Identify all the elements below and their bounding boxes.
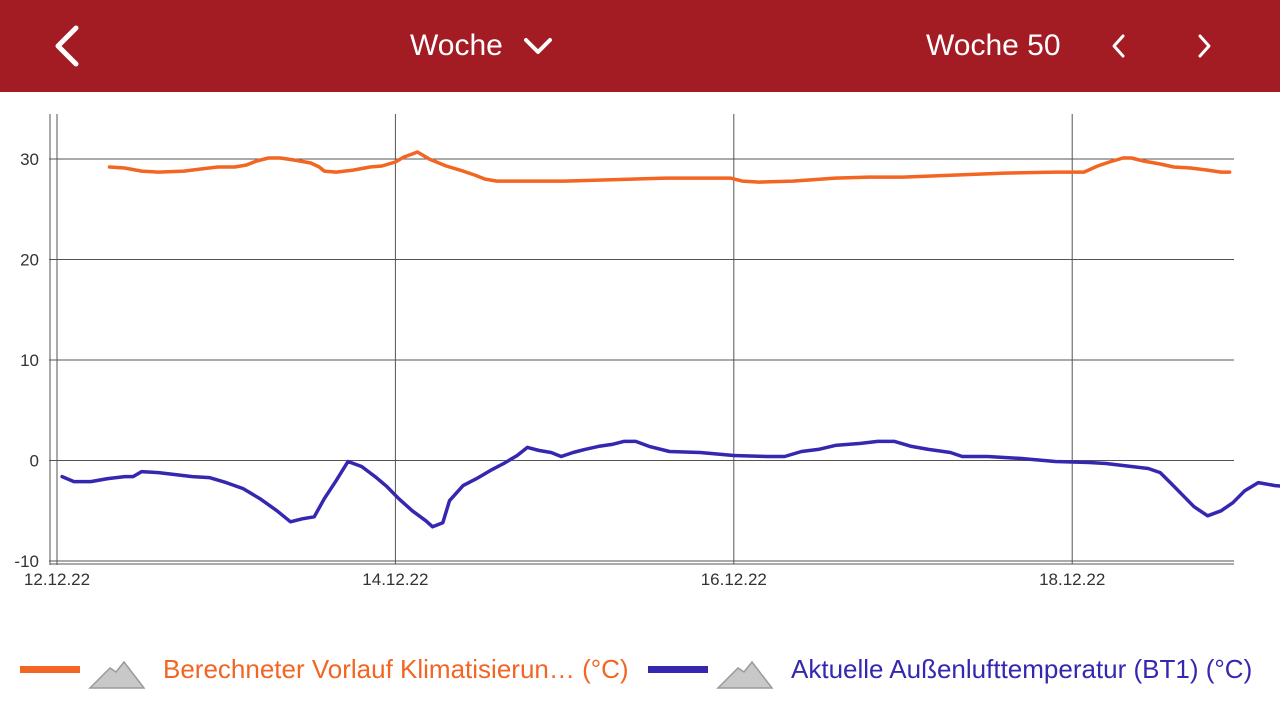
- legend-label-flow[interactable]: Berechneter Vorlauf Klimatisierun… (°C): [163, 654, 629, 684]
- legend-label-outdoor[interactable]: Aktuelle Außenlufttemperatur (BT1) (°C): [791, 654, 1253, 684]
- y-tick-label: -10: [14, 552, 39, 571]
- series-line-outdoor: [60, 439, 1280, 529]
- x-tick-label: 18.12.22: [1039, 570, 1105, 589]
- chart-legend: Berechneter Vorlauf Klimatisierun… (°C) …: [0, 640, 1280, 700]
- series-line-flow: [107, 150, 1232, 184]
- week-label: Woche 50: [926, 29, 1061, 62]
- mountain-icon[interactable]: [716, 648, 774, 690]
- top-bar: Woche Woche 50: [0, 0, 1280, 92]
- y-axis-ticks: -10 0 10 20 30: [14, 150, 39, 571]
- chevron-down-icon: [523, 38, 552, 54]
- mountain-icon[interactable]: [88, 648, 146, 690]
- x-tick-label: 14.12.22: [362, 570, 428, 589]
- next-week-button[interactable]: [1180, 22, 1228, 70]
- chart-grid: [49, 114, 1234, 565]
- y-tick-label: 0: [30, 452, 39, 471]
- x-axis-ticks: 12.12.22 14.12.22 16.12.22 18.12.22: [24, 570, 1105, 589]
- view-mode-dropdown[interactable]: Woche: [410, 22, 553, 70]
- y-tick-label: 10: [20, 351, 39, 370]
- chevron-right-icon: [1198, 34, 1211, 58]
- legend-swatch-flow: [20, 666, 80, 673]
- x-tick-label: 12.12.22: [24, 570, 90, 589]
- view-mode-label: Woche: [410, 29, 503, 62]
- chevron-left-icon: [55, 25, 79, 67]
- previous-week-button[interactable]: [1095, 22, 1143, 70]
- chevron-left-icon: [1112, 34, 1125, 58]
- legend-swatch-outdoor: [648, 666, 708, 673]
- y-tick-label: 30: [20, 150, 39, 169]
- back-button[interactable]: [40, 18, 96, 74]
- temperature-chart: -10 0 10 20 30 12.12.22 14.12.22 16.12.22 18.12…: [14, 114, 1280, 589]
- y-tick-label: 20: [20, 251, 39, 270]
- x-tick-label: 16.12.22: [701, 570, 767, 589]
- chart-series: [60, 150, 1280, 529]
